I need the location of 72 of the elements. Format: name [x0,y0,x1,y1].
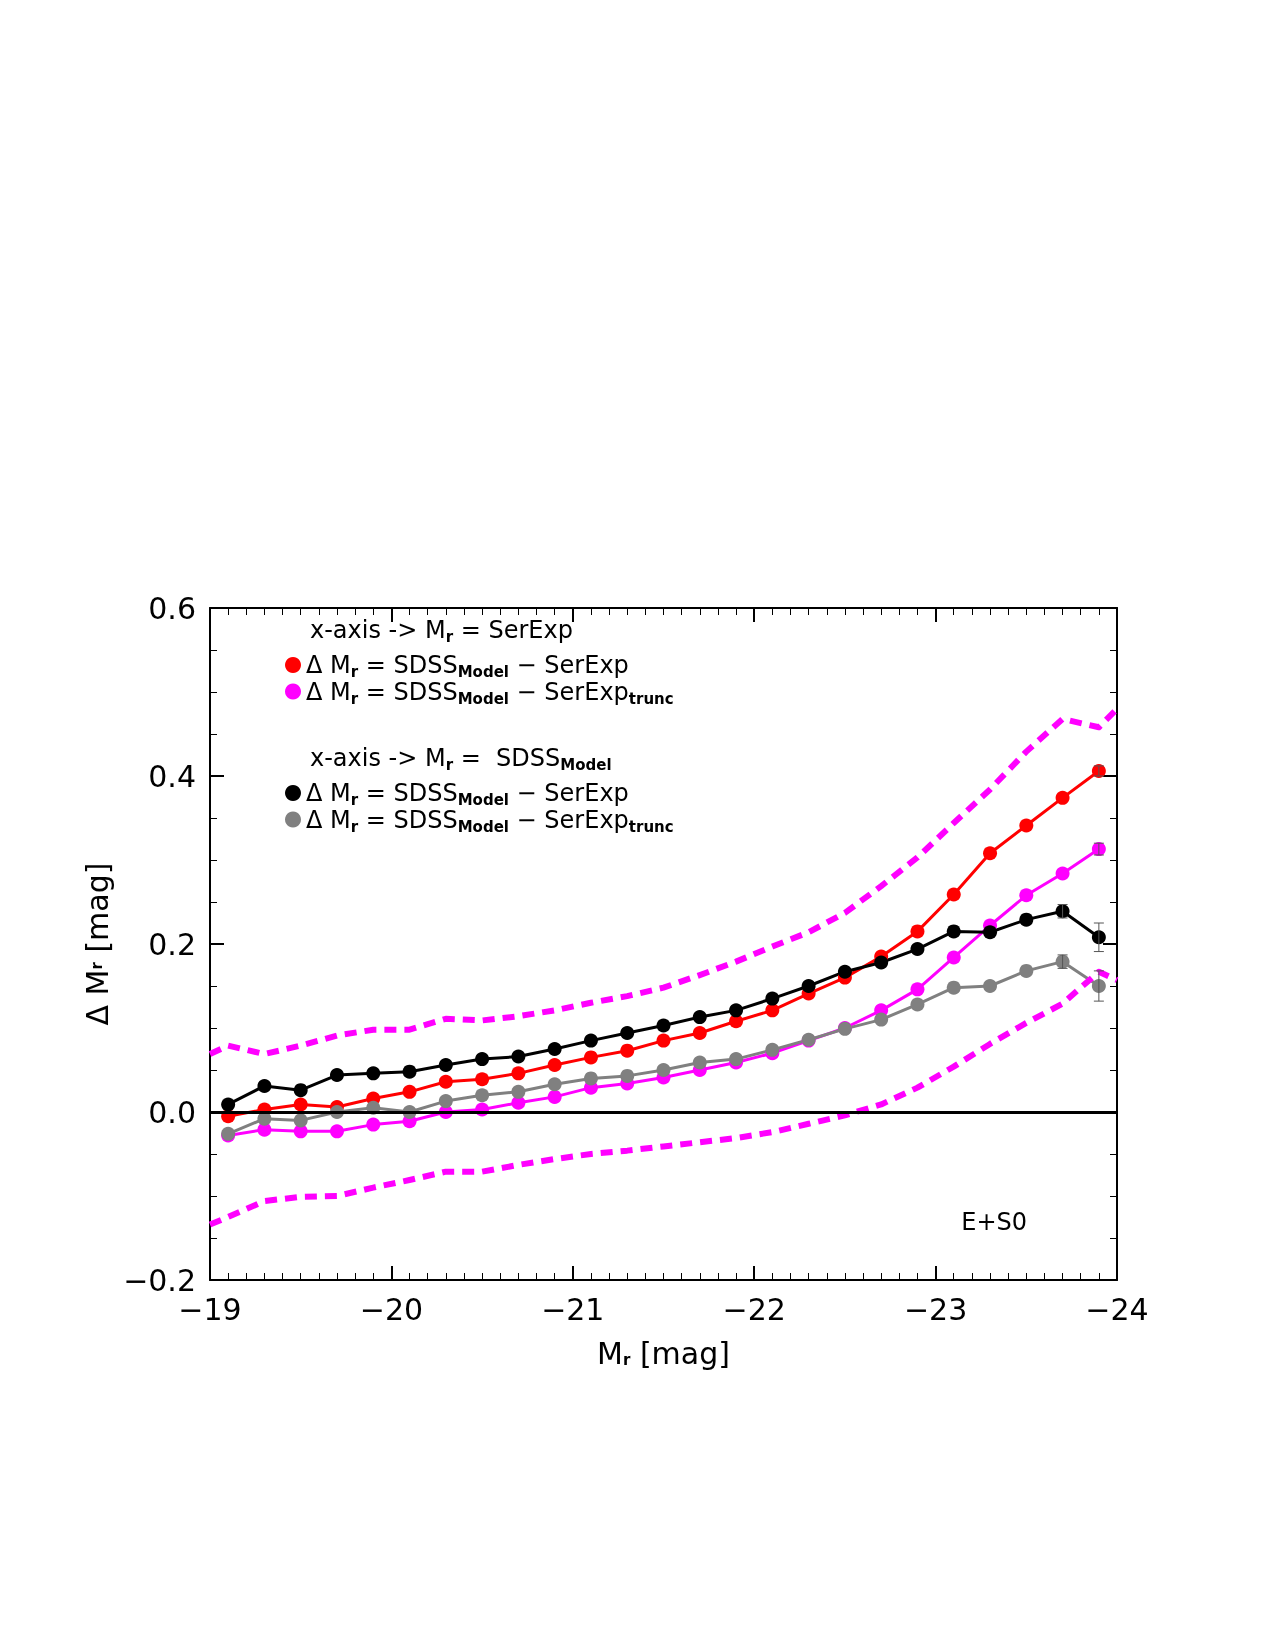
y-tick-label: 0.6 [148,590,196,626]
x-tick-label: −24 [1085,1291,1149,1327]
point [656,1063,671,1077]
point [329,1124,344,1139]
point [765,1042,780,1057]
point [656,1018,671,1033]
point [475,1088,490,1103]
point [221,1097,236,1112]
point [438,1074,453,1089]
point [765,991,780,1006]
point [874,1012,889,1027]
point [874,955,889,970]
y-axis-title: Δ Mr [mag] [79,862,115,1026]
point [1019,912,1034,927]
point [257,1078,272,1093]
point [946,980,961,995]
point [910,982,925,997]
point [583,1033,598,1048]
point [656,1033,671,1048]
point [511,1066,526,1081]
point [837,964,852,979]
point [801,979,816,993]
point [620,1026,635,1041]
point [547,1042,562,1056]
point [1019,963,1034,978]
point [946,950,961,965]
point [910,942,925,957]
x-tick-label: −22 [722,1291,786,1327]
point [293,1113,308,1128]
point [366,1117,381,1132]
y-tick-label: 0.0 [148,1094,196,1130]
point [620,1043,635,1058]
point [511,1084,526,1099]
point [729,1003,744,1018]
point [366,1066,381,1081]
point [1055,866,1070,881]
point [293,1097,308,1112]
point [438,1094,453,1109]
point [547,1077,562,1092]
point [910,997,925,1012]
point [329,1068,344,1083]
y-tick-label: 0.2 [148,926,196,962]
point [583,1050,598,1065]
point [402,1064,417,1079]
point [547,1057,562,1072]
x-tick-label: −21 [541,1291,605,1327]
y-tick-label: 0.4 [148,758,196,794]
point [692,1010,707,1025]
point [1019,818,1034,833]
point [910,924,925,939]
x-tick-label: −20 [359,1291,424,1327]
point [1055,790,1070,805]
point [511,1049,526,1064]
x-tick-label: −23 [903,1291,968,1327]
point [475,1052,490,1067]
annotation: E+S0 [961,1208,1027,1236]
point [438,1057,453,1072]
point [692,1055,707,1070]
point [547,1089,562,1104]
point [983,846,998,861]
point [983,979,998,993]
point [946,924,961,939]
point [1019,888,1034,903]
point [692,1026,707,1041]
point [946,887,961,902]
point [620,1068,635,1083]
point [402,1084,417,1099]
point [583,1071,598,1086]
point [475,1072,490,1087]
point [765,1003,780,1018]
point [983,925,998,940]
point [293,1083,308,1098]
